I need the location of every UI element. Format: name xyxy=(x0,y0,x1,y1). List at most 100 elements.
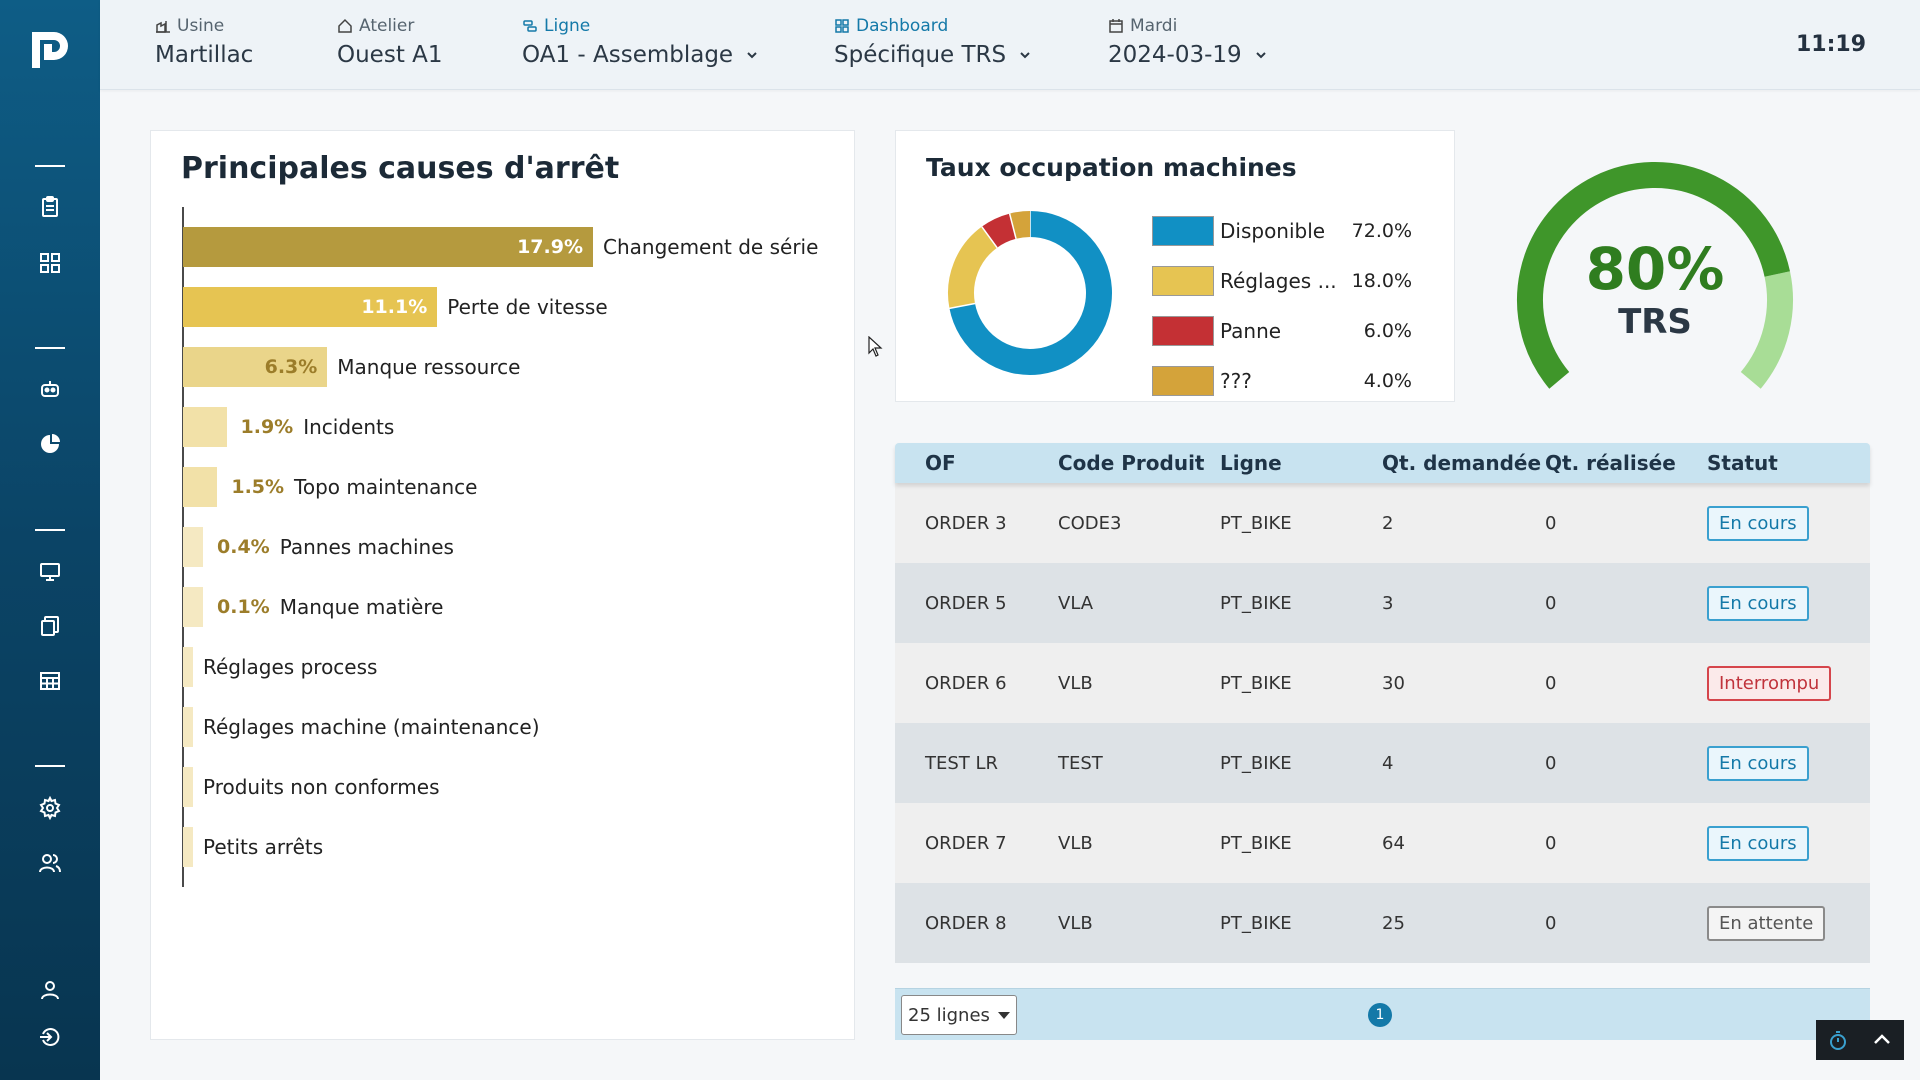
legend-swatch xyxy=(1152,316,1214,346)
cause-bar[interactable]: 11.1% xyxy=(183,287,438,327)
cause-bar[interactable] xyxy=(183,767,193,807)
occupation-title: Taux occupation machines xyxy=(926,153,1297,182)
cell-qt-realisee: 0 xyxy=(1545,672,1557,694)
occupation-donut-chart xyxy=(948,211,1112,375)
table-icon[interactable] xyxy=(36,667,64,695)
status-badge: En cours xyxy=(1707,825,1809,861)
date-value[interactable]: 2024-03-19 xyxy=(1108,42,1242,68)
donut-slice[interactable] xyxy=(949,211,1112,375)
cause-bar[interactable] xyxy=(183,467,218,507)
donut-slice[interactable] xyxy=(1009,211,1031,239)
dashboard-value[interactable]: Spécifique TRS xyxy=(834,42,1007,68)
ligne-label: Ligne xyxy=(544,16,591,36)
users-icon[interactable] xyxy=(36,849,64,877)
donut-slice-separator xyxy=(1008,213,1017,239)
cause-bar[interactable] xyxy=(183,407,227,447)
date-selector[interactable]: Mardi 2024-03-19 xyxy=(1108,16,1268,68)
user-icon[interactable] xyxy=(36,976,64,1004)
cause-row: Produits non conformes xyxy=(183,767,439,807)
cause-pct: 1.5% xyxy=(231,476,285,498)
cause-bar[interactable] xyxy=(183,707,193,747)
table-row[interactable]: ORDER 5 VLA PT_BIKE 3 0 En cours xyxy=(895,563,1870,643)
cell-statut: En attente xyxy=(1707,905,1826,941)
floating-toolbar xyxy=(1816,1020,1904,1060)
dashboard-icon xyxy=(835,19,849,33)
app-logo[interactable] xyxy=(28,28,72,72)
cell-ligne: PT_BIKE xyxy=(1220,752,1292,774)
col-header-ligne[interactable]: Ligne xyxy=(1220,451,1282,475)
gauge-value-arc xyxy=(1517,162,1790,389)
cell-of: ORDER 6 xyxy=(925,672,1007,694)
dashboard-selector[interactable]: Dashboard Spécifique TRS xyxy=(834,16,1032,68)
cause-label: Topo maintenance xyxy=(294,475,478,499)
machine-occupation-card: Taux occupation machines Disponible 72.0%… xyxy=(895,130,1455,402)
cell-qt-demandee: 64 xyxy=(1382,832,1405,854)
chevron-down-icon[interactable] xyxy=(1018,48,1032,62)
cause-bar[interactable] xyxy=(183,587,203,627)
sidebar-separator xyxy=(35,765,65,767)
cause-bar[interactable]: 17.9% xyxy=(183,227,593,267)
table-row[interactable]: ORDER 8 VLB PT_BIKE 25 0 En attente xyxy=(895,883,1870,963)
atelier-field: Atelier Ouest A1 xyxy=(337,16,443,68)
donut-slice[interactable] xyxy=(948,226,998,309)
table-header: OF Code Produit Ligne Qt. demandée Qt. r… xyxy=(895,443,1870,483)
legend-item[interactable]: Panne 6.0% xyxy=(1152,306,1412,356)
cause-row: 6.3% Manque ressource xyxy=(183,347,520,387)
copy-icon[interactable] xyxy=(36,612,64,640)
cause-bar[interactable] xyxy=(183,827,193,867)
legend-swatch xyxy=(1152,266,1214,296)
cell-ligne: PT_BIKE xyxy=(1220,512,1292,534)
cell-code-produit: TEST xyxy=(1058,752,1103,774)
col-header-of[interactable]: OF xyxy=(925,451,956,475)
cause-row: 17.9% Changement de série xyxy=(183,227,818,267)
cell-of: ORDER 7 xyxy=(925,832,1007,854)
cause-pct: 17.9% xyxy=(517,236,583,258)
gear-icon[interactable] xyxy=(36,794,64,822)
col-header-code-produit[interactable]: Code Produit xyxy=(1058,451,1205,475)
timer-button[interactable] xyxy=(1816,1020,1860,1060)
robot-icon[interactable] xyxy=(36,375,64,403)
table-row[interactable]: ORDER 7 VLB PT_BIKE 64 0 En cours xyxy=(895,803,1870,883)
ligne-value[interactable]: OA1 - Assemblage xyxy=(522,42,734,68)
cell-code-produit: VLA xyxy=(1058,592,1094,614)
legend-item[interactable]: Disponible 72.0% xyxy=(1152,206,1412,256)
cell-statut: En cours xyxy=(1707,505,1809,541)
col-header-statut[interactable]: Statut xyxy=(1707,451,1778,475)
table-row[interactable]: ORDER 3 CODE3 PT_BIKE 2 0 En cours xyxy=(895,483,1870,563)
cell-qt-realisee: 0 xyxy=(1545,912,1557,934)
chevron-up-icon xyxy=(1874,1034,1890,1044)
clipboard-icon[interactable] xyxy=(36,193,64,221)
gauge-remaining-arc xyxy=(1740,271,1793,389)
legend-item[interactable]: Réglages ... 18.0% xyxy=(1152,256,1412,306)
cause-row: 1.9% Incidents xyxy=(183,407,394,447)
cause-label: Réglages machine (maintenance) xyxy=(203,715,540,739)
usine-label: Usine xyxy=(177,16,225,36)
grid-icon[interactable] xyxy=(36,249,64,277)
ligne-selector[interactable]: Ligne OA1 - Assemblage xyxy=(522,16,759,68)
dashboard-label: Dashboard xyxy=(856,16,949,36)
cause-bar[interactable] xyxy=(183,647,193,687)
pie-chart-icon[interactable] xyxy=(36,430,64,458)
table-pagination: 25 lignes 1 xyxy=(895,988,1870,1040)
cell-qt-realisee: 0 xyxy=(1545,832,1557,854)
chevron-down-icon[interactable] xyxy=(745,48,759,62)
page-number-current[interactable]: 1 xyxy=(1368,1003,1392,1027)
col-header-qt-demandee[interactable]: Qt. demandée xyxy=(1382,451,1542,475)
cause-bar[interactable]: 6.3% xyxy=(183,347,328,387)
status-badge: En cours xyxy=(1707,585,1809,621)
scroll-top-button[interactable] xyxy=(1860,1020,1904,1060)
logout-icon[interactable] xyxy=(36,1023,64,1051)
cause-bar[interactable] xyxy=(183,527,203,567)
legend-value: 72.0% xyxy=(1351,220,1412,242)
donut-slice[interactable] xyxy=(981,213,1017,249)
cause-row: Réglages machine (maintenance) xyxy=(183,707,540,747)
occupation-legend: Disponible 72.0% Réglages ... 18.0% Panne 6.0… xyxy=(1152,206,1412,406)
page-size-select[interactable]: 25 lignes xyxy=(901,995,1017,1035)
table-row[interactable]: ORDER 6 VLB PT_BIKE 30 0 Interrompu xyxy=(895,643,1870,723)
table-row[interactable]: TEST LR TEST PT_BIKE 4 0 En cours xyxy=(895,723,1870,803)
legend-item[interactable]: ??? 4.0% xyxy=(1152,356,1412,406)
chevron-down-icon[interactable] xyxy=(1254,48,1268,62)
donut-slice-separator xyxy=(949,302,976,310)
col-header-qt-realisee[interactable]: Qt. réalisée xyxy=(1545,451,1676,475)
monitor-icon[interactable] xyxy=(36,558,64,586)
